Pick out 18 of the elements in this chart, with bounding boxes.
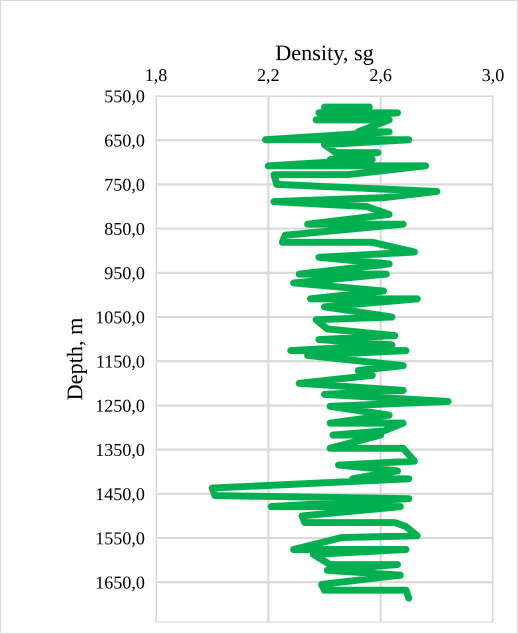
x-tick-label: 3,0 bbox=[482, 69, 504, 84]
y-tick-label: 1150,0 bbox=[98, 355, 144, 370]
y-tick-label: 1250,0 bbox=[96, 400, 144, 414]
x-tick-label: 1,8 bbox=[146, 69, 167, 84]
y-tick-label: 1050,0 bbox=[96, 311, 144, 326]
y-tick-label: 1450,0 bbox=[96, 488, 144, 503]
y-axis-title: Depth, m bbox=[66, 318, 87, 400]
y-tick-label: 550,0 bbox=[105, 90, 144, 106]
y-tick-label: 850,0 bbox=[104, 222, 144, 238]
x-tick-label: 2,6 bbox=[370, 69, 392, 84]
y-tick-label: 750,0 bbox=[105, 178, 144, 194]
y-tick-label: 1650,0 bbox=[96, 576, 144, 592]
x-axis-title: Density, sg bbox=[276, 45, 374, 65]
y-tick-label: 650,0 bbox=[105, 134, 144, 150]
y-tick-label: 1350,0 bbox=[96, 444, 144, 459]
y-tick-label: 1550,0 bbox=[96, 532, 144, 548]
x-tick-label: 2,2 bbox=[258, 69, 279, 84]
y-tick-label: 950,0 bbox=[104, 267, 144, 282]
